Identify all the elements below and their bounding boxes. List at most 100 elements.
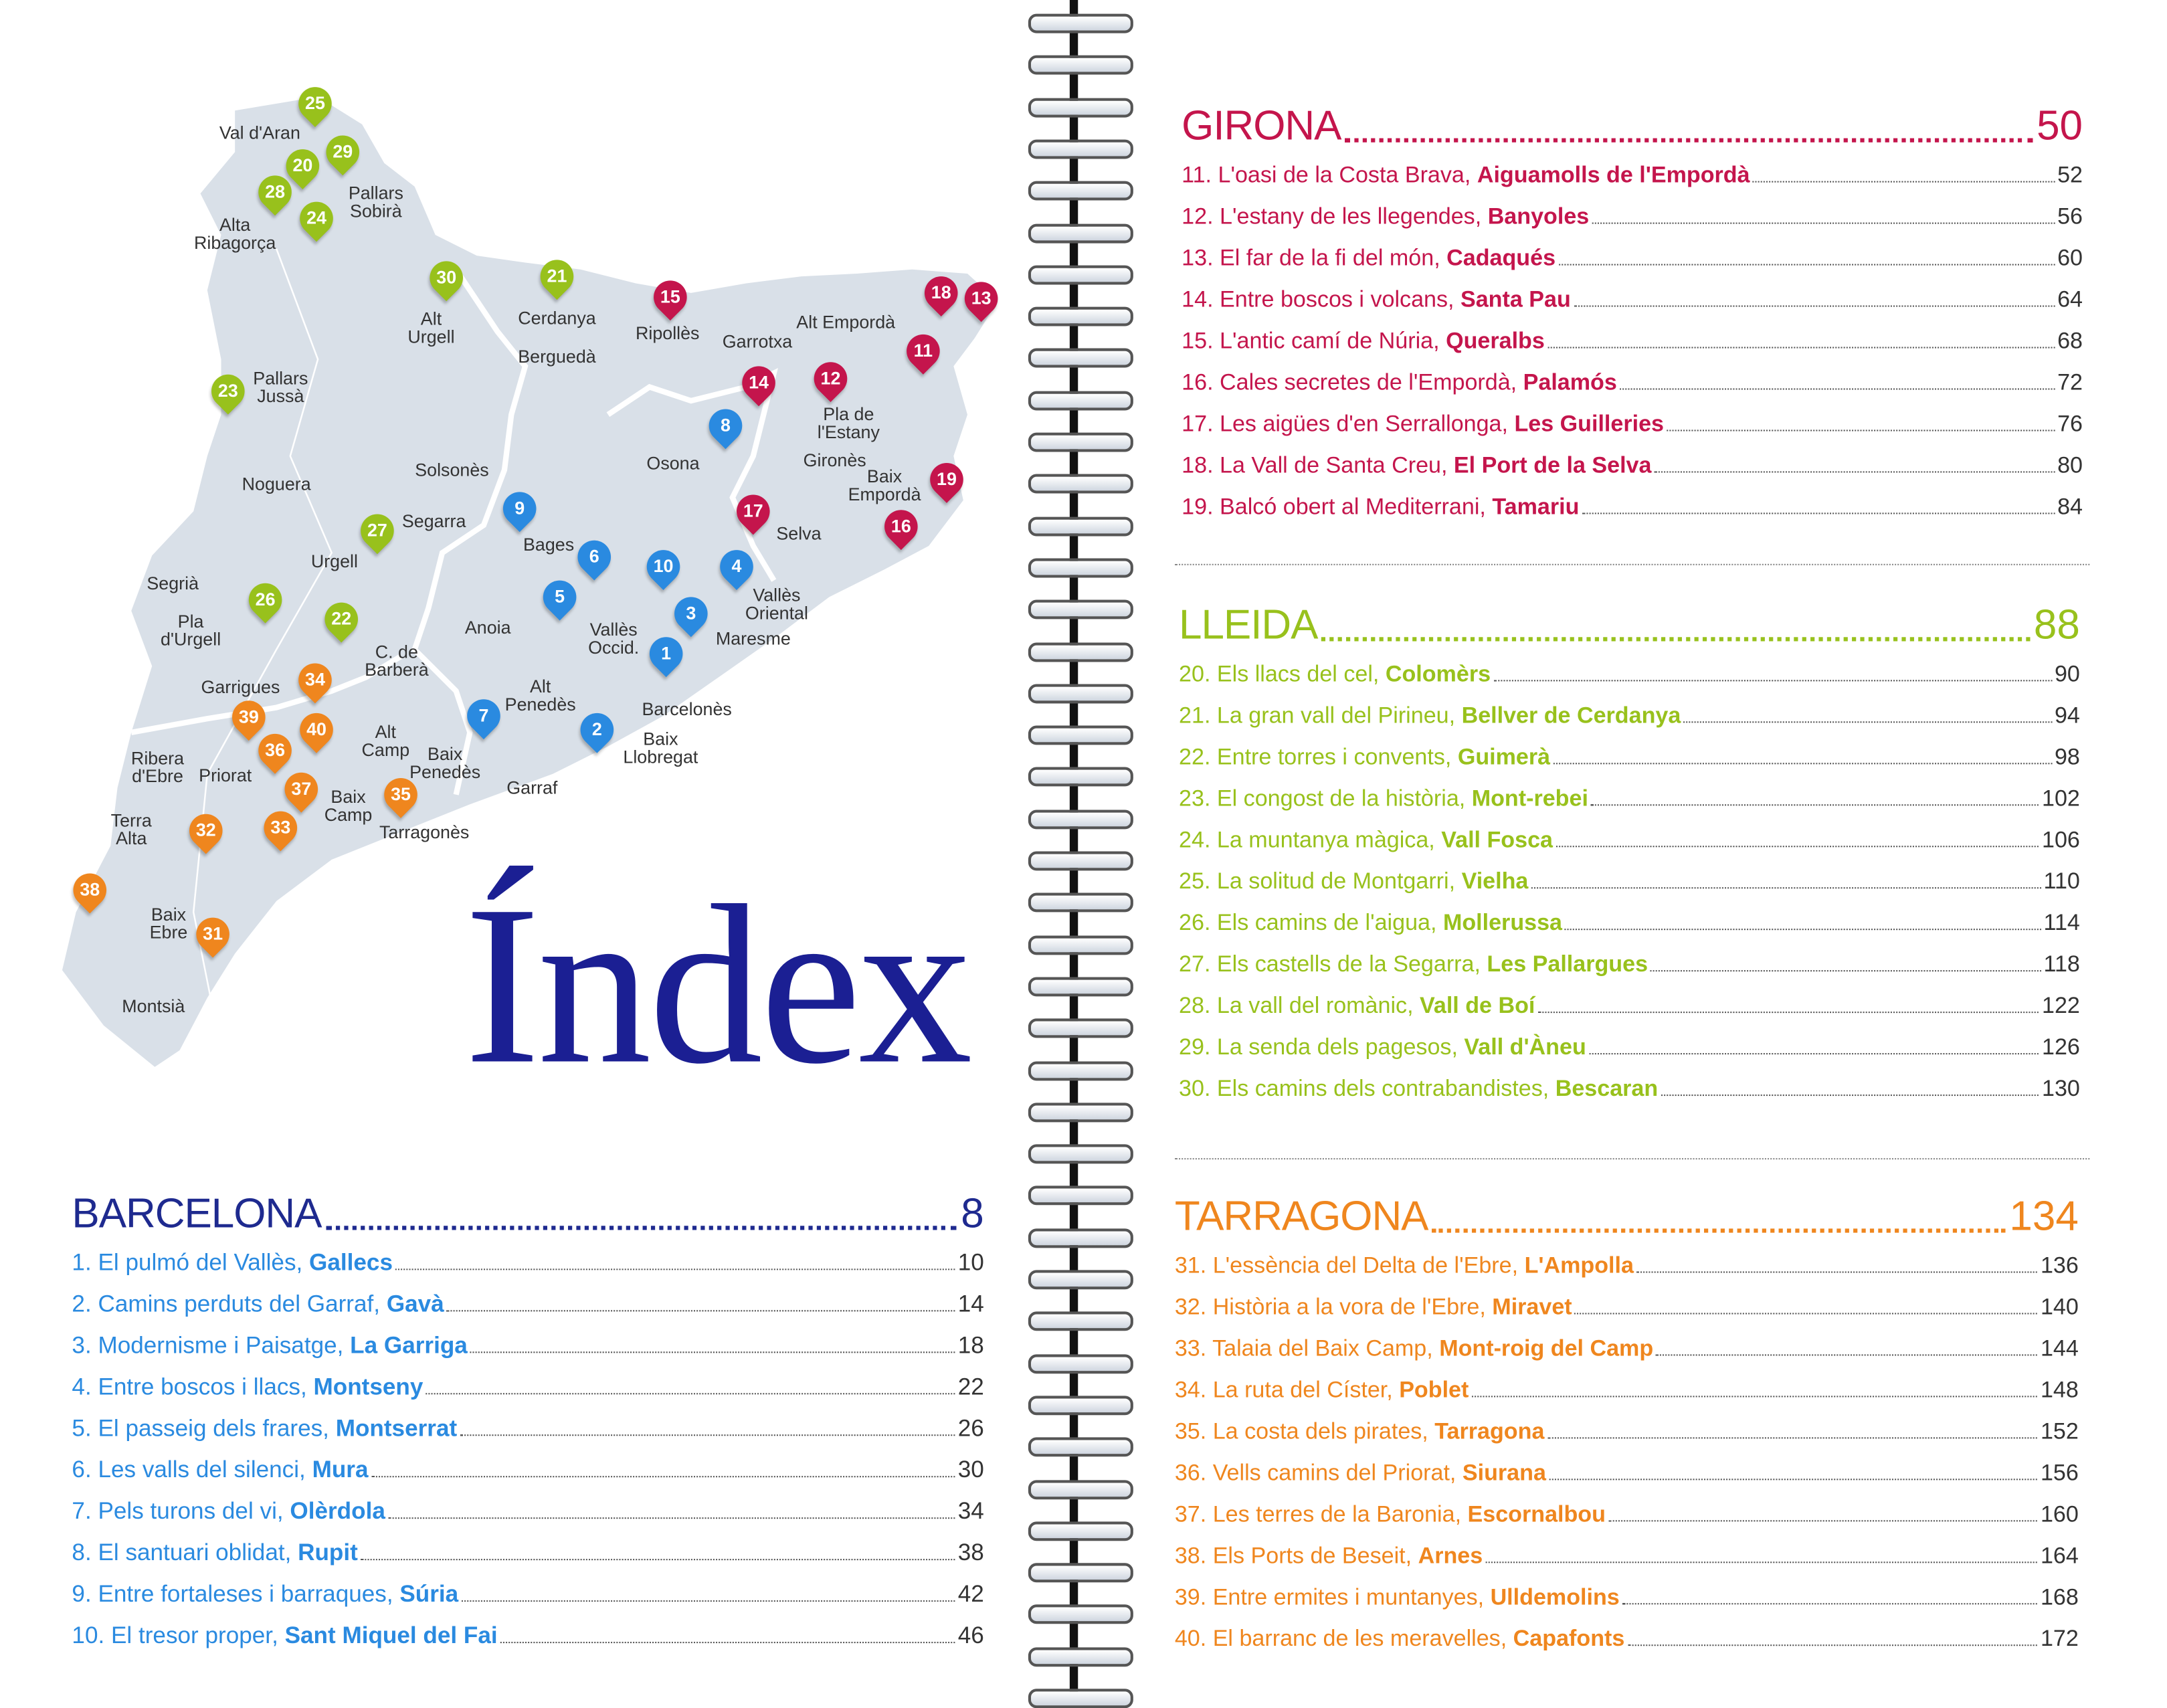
region-label: Garraf bbox=[506, 777, 558, 798]
map-pin-11[interactable]: 11 bbox=[899, 327, 947, 375]
toc-entry[interactable]: 36. Vells camins del Priorat, Siurana 156 bbox=[1175, 1446, 2079, 1487]
toc-entry[interactable]: 34. La ruta del Císter, Poblet 148 bbox=[1175, 1363, 2079, 1404]
map-pin-10[interactable]: 10 bbox=[640, 543, 687, 590]
region-label: Cerdanya bbox=[518, 307, 596, 328]
map-pin-37[interactable]: 37 bbox=[278, 765, 325, 813]
toc-entry[interactable]: 15. L'antic camí de Núria, Queralbs 68 bbox=[1182, 314, 2083, 355]
map-pin-15[interactable]: 15 bbox=[646, 274, 694, 321]
toc-entry[interactable]: 24. La muntanya màgica, Vall Fosca 106 bbox=[1179, 813, 2080, 854]
map-pin-2[interactable]: 2 bbox=[573, 706, 621, 753]
map-pin-30[interactable]: 30 bbox=[423, 254, 470, 302]
toc-entry[interactable]: 38. Els Ports de Beseit, Arnes 164 bbox=[1175, 1529, 2079, 1570]
toc-entry[interactable]: 22. Entre torres i convents, Guimerà 98 bbox=[1179, 730, 2080, 771]
toc-entry[interactable]: 18. La Vall de Santa Creu, El Port de la… bbox=[1182, 438, 2083, 480]
toc-entry[interactable]: 40. El barranc de les meravelles, Capafo… bbox=[1175, 1612, 2079, 1653]
map-pin-34[interactable]: 34 bbox=[291, 656, 339, 704]
map-pin-33[interactable]: 33 bbox=[257, 804, 304, 852]
map-pin-29[interactable]: 29 bbox=[319, 128, 367, 176]
toc-entry[interactable]: 11. L'oasi de la Costa Brava, Aiguamolls… bbox=[1182, 148, 2083, 189]
map-pin-21[interactable]: 21 bbox=[533, 253, 581, 300]
binding-ring bbox=[1026, 974, 1133, 997]
toc-entry[interactable]: 27. Els castells de la Segarra, Les Pall… bbox=[1179, 937, 2080, 979]
entry-page: 164 bbox=[2040, 1543, 2079, 1569]
map-pin-20[interactable]: 20 bbox=[279, 142, 326, 189]
toc-entry[interactable]: 31. L'essència del Delta de l'Ebre, L'Am… bbox=[1175, 1238, 2079, 1280]
binding-ring bbox=[1026, 807, 1133, 829]
toc-entry[interactable]: 39. Entre ermites i muntanyes, Ulldemoli… bbox=[1175, 1570, 2079, 1612]
map-pin-32[interactable]: 32 bbox=[182, 807, 229, 854]
toc-entry[interactable]: 12. L'estany de les llegendes, Banyoles 5… bbox=[1182, 189, 2083, 231]
region-label: Garrotxa bbox=[722, 330, 793, 352]
section-heading[interactable]: LLEIDA 88 bbox=[1179, 600, 2080, 647]
map-pin-38[interactable]: 38 bbox=[66, 866, 114, 914]
toc-entry[interactable]: 13. El far de la fi del món, Cadaqués 60 bbox=[1182, 231, 2083, 272]
map-pin-24[interactable]: 24 bbox=[292, 195, 341, 242]
section-heading[interactable]: GIRONA 50 bbox=[1182, 101, 2083, 148]
toc-entry[interactable]: 17. Les aigües d'en Serrallonga, Les Gui… bbox=[1182, 397, 2083, 438]
toc-entry[interactable]: 1. El pulmó del Vallès, Gallecs 10 bbox=[72, 1236, 983, 1277]
map-pin-25[interactable]: 25 bbox=[291, 80, 339, 127]
map-pin-35[interactable]: 35 bbox=[377, 771, 425, 818]
map-pin-23[interactable]: 23 bbox=[204, 367, 252, 415]
toc-entry[interactable]: 20. Els llacs del cel, Colomèrs 90 bbox=[1179, 647, 2080, 688]
map-pin-12[interactable]: 12 bbox=[807, 355, 854, 403]
toc-entry[interactable]: 25. La solitud de Montgarri, Vielha 110 bbox=[1179, 854, 2080, 896]
map-pin-9[interactable]: 9 bbox=[496, 485, 543, 533]
toc-entry[interactable]: 28. La vall del romànic, Vall de Boí 122 bbox=[1179, 979, 2080, 1020]
section-page: 88 bbox=[2033, 602, 2080, 648]
toc-entry[interactable]: 33. Talaia del Baix Camp, Mont-roig del … bbox=[1175, 1321, 2079, 1363]
map-pin-6[interactable]: 6 bbox=[571, 533, 618, 581]
toc-entry[interactable]: 14. Entre boscos i volcans, Santa Pau 64 bbox=[1182, 272, 2083, 314]
map-pin-7[interactable]: 7 bbox=[460, 692, 508, 740]
map-pin-1[interactable]: 1 bbox=[642, 630, 690, 678]
toc-entry[interactable]: 35. La costa dels pirates, Tarragona 152 bbox=[1175, 1404, 2079, 1446]
map-pin-5[interactable]: 5 bbox=[536, 573, 583, 621]
section-heading[interactable]: BARCELONA 8 bbox=[72, 1189, 983, 1236]
section-heading[interactable]: TARRAGONA 134 bbox=[1175, 1192, 2079, 1238]
map-pin-36[interactable]: 36 bbox=[252, 727, 299, 774]
toc-entry[interactable]: 4. Entre boscos i llacs, Montseny 22 bbox=[72, 1360, 983, 1402]
toc-entry[interactable]: 8. El santuari oblidat, Rupit 38 bbox=[72, 1526, 983, 1568]
map-pin-39[interactable]: 39 bbox=[225, 694, 272, 741]
toc-entry[interactable]: 30. Els camins dels contrabandistes, Bes… bbox=[1179, 1061, 2080, 1103]
toc-entry[interactable]: 5. El passeig dels frares, Montserrat 26 bbox=[72, 1402, 983, 1443]
map-pin-28[interactable]: 28 bbox=[252, 169, 299, 216]
map-pin-4[interactable]: 4 bbox=[713, 543, 761, 590]
map-pin-40[interactable]: 40 bbox=[292, 706, 341, 753]
map-pin-27[interactable]: 27 bbox=[353, 507, 401, 555]
map-pin-16[interactable]: 16 bbox=[877, 502, 925, 551]
map-pin-18[interactable]: 18 bbox=[917, 269, 965, 316]
toc-entry[interactable]: 3. Modernisme i Paisatge, La Garriga 18 bbox=[72, 1319, 983, 1360]
toc-entry[interactable]: 9. Entre fortaleses i barraques, Súria 42 bbox=[72, 1568, 983, 1609]
map-pin-13[interactable]: 13 bbox=[957, 275, 1005, 322]
entry-title: 9. Entre fortaleses i barraques, bbox=[72, 1581, 400, 1608]
toc-entry[interactable]: 19. Balcó obert al Mediterrani, Tamariu 8… bbox=[1182, 480, 2083, 521]
map-pin-14[interactable]: 14 bbox=[735, 359, 783, 407]
map-pin-17[interactable]: 17 bbox=[729, 488, 777, 535]
toc-entry[interactable]: 7. Pels turons del vi, Olèrdola 34 bbox=[72, 1485, 983, 1526]
toc-entry[interactable]: 29. La senda dels pagesos, Vall d'Àneu 12… bbox=[1179, 1020, 2080, 1061]
toc-entry[interactable]: 26. Els camins de l'aigua, Mollerussa 114 bbox=[1179, 896, 2080, 937]
spiral-binding bbox=[1026, 0, 1139, 1708]
map-pin-3[interactable]: 3 bbox=[667, 590, 715, 638]
map-pin-19[interactable]: 19 bbox=[923, 456, 971, 503]
leader-dots bbox=[470, 1351, 955, 1353]
map-pin-31[interactable]: 31 bbox=[189, 911, 237, 958]
toc-entry[interactable]: 23. El congost de la història, Mont-rebe… bbox=[1179, 771, 2080, 813]
region-label: Segrià bbox=[147, 573, 199, 594]
region-label: Maresme bbox=[715, 628, 791, 649]
toc-entry[interactable]: 37. Les terres de la Baronia, Escornalbo… bbox=[1175, 1487, 2079, 1529]
toc-entry[interactable]: 21. La gran vall del Pirineu, Bellver de… bbox=[1179, 688, 2080, 730]
toc-entry[interactable]: 6. Les valls del silenci, Mura 30 bbox=[72, 1443, 983, 1485]
binding-ring bbox=[1026, 388, 1133, 410]
toc-entry[interactable]: 10. El tresor proper, Sant Miquel del Fa… bbox=[72, 1608, 983, 1650]
toc-entry[interactable]: 16. Cales secretes de l'Empordà, Palamós… bbox=[1182, 355, 2083, 397]
map-pin-26[interactable]: 26 bbox=[242, 576, 289, 624]
leader-dots bbox=[1537, 1012, 2039, 1014]
map-pin-22[interactable]: 22 bbox=[318, 595, 365, 643]
toc-entry[interactable]: 2. Camins perduts del Garraf, Gavà 14 bbox=[72, 1277, 983, 1319]
region-label: Baix Empordà bbox=[848, 466, 921, 504]
map-pin-8[interactable]: 8 bbox=[702, 402, 749, 450]
toc-entry[interactable]: 32. Història a la vora de l'Ebre, Mirave… bbox=[1175, 1280, 2079, 1321]
region-label: Montsià bbox=[122, 995, 185, 1017]
